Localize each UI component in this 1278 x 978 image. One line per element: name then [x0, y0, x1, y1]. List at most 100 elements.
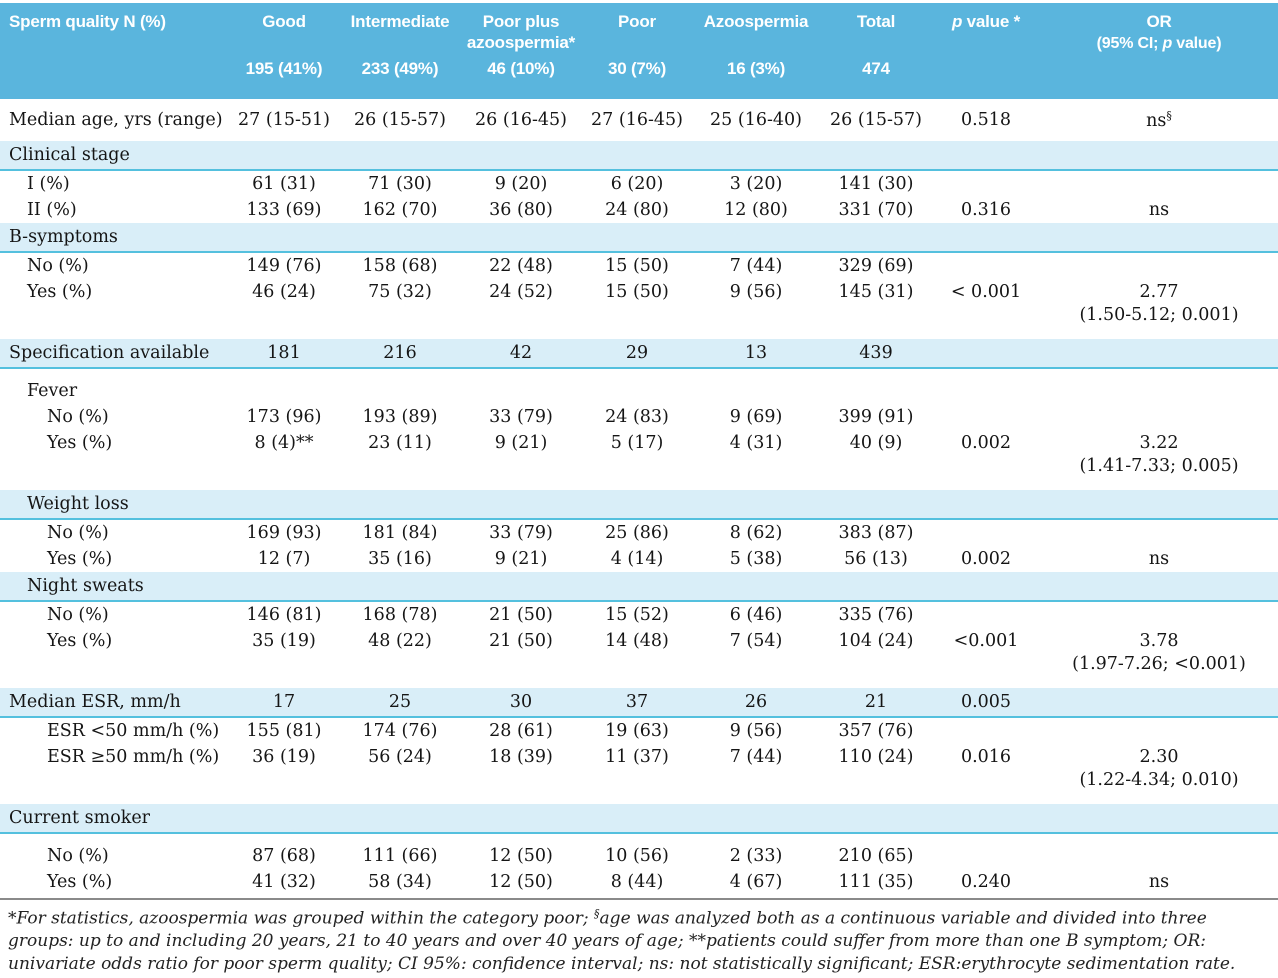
or-cell: [1040, 170, 1278, 197]
column-header-label: Sperm quality N (%): [0, 3, 228, 59]
value-cell: [582, 804, 692, 834]
column-count: [1040, 59, 1278, 99]
or-cell: ns§: [1146, 108, 1172, 131]
value-cell: 26 (16-45): [475, 109, 567, 130]
p-value-cell: [932, 141, 1040, 171]
value-cell: 35 (19): [252, 630, 316, 651]
value-cell: 8 (62): [729, 522, 783, 543]
value-cell: 26 (15-57): [830, 109, 922, 130]
column-count: [932, 59, 1040, 99]
or-cell: [1040, 688, 1278, 718]
value-cell: 155 (81): [246, 720, 322, 741]
value-cell: 24 (83): [605, 406, 669, 427]
value-cell: [692, 804, 820, 834]
value-cell: 41 (32): [252, 871, 316, 892]
value-cell: [692, 141, 820, 171]
p-value-cell: [932, 717, 1040, 744]
data-row: Yes (%) 8 (4)** 23 (11) 9 (21) 5 (17) 4 (31) 4…: [0, 430, 1278, 456]
row-label-cell: Fever: [27, 380, 78, 401]
value-cell: [340, 223, 460, 253]
table-body: Median age, yrs (range) 27 (15-51) 26 (15-…: [0, 99, 1278, 895]
value-cell: [460, 572, 582, 602]
value-cell: [340, 804, 460, 834]
value-cell: [582, 378, 692, 404]
value-cell: 9 (20): [494, 173, 548, 194]
value-cell: 7 (54): [729, 630, 783, 651]
value-cell: [460, 654, 582, 679]
data-row: Yes (%) 41 (32) 58 (34) 12 (50) 8 (44) 4 (67)…: [0, 869, 1278, 895]
value-cell: 61 (31): [252, 173, 316, 194]
value-cell: 24 (80): [605, 199, 669, 220]
or-cell: 2.30: [1139, 746, 1179, 767]
p-value-cell: 0.002: [960, 432, 1012, 453]
spacer-row: [0, 679, 1278, 688]
value-cell: [820, 141, 932, 171]
value-cell: 23 (11): [368, 432, 432, 453]
spacer-row: [0, 481, 1278, 490]
column-count: 16 (3%): [692, 59, 820, 99]
or-cell: [1040, 572, 1278, 602]
spacer-cell: [0, 679, 1278, 688]
value-cell: [460, 141, 582, 171]
p-value-cell: 0.005: [932, 688, 1040, 718]
or-continuation-row: (1.22-4.34; 0.010): [0, 770, 1278, 795]
value-cell: 21 (50): [489, 630, 553, 651]
row-label-cell: Median age, yrs (range): [9, 109, 223, 130]
value-cell: [582, 141, 692, 171]
value-cell: 9 (21): [494, 548, 548, 569]
value-cell: [820, 305, 932, 330]
value-cell: 35 (16): [368, 548, 432, 569]
or-cell: [1040, 804, 1278, 834]
value-cell: [340, 141, 460, 171]
p-value-cell: <0.001: [953, 630, 1019, 651]
value-cell: 71 (30): [368, 173, 432, 194]
or-cell: [1040, 490, 1278, 520]
value-cell: 9 (69): [729, 406, 783, 427]
value-cell: 383 (87): [838, 522, 914, 543]
value-cell: 439: [820, 339, 932, 369]
value-cell: 56 (24): [368, 746, 432, 767]
value-cell: 173 (96): [246, 406, 322, 427]
p-value-cell: [932, 654, 1040, 679]
value-cell: 26 (15-57): [354, 109, 446, 130]
data-row: Yes (%) 46 (24) 75 (32) 24 (52) 15 (50) 9 (56…: [0, 279, 1278, 305]
value-cell: 149 (76): [246, 255, 322, 276]
row-label-cell: Specification available: [0, 339, 228, 369]
row-label-cell: No (%): [47, 522, 109, 543]
value-cell: 58 (34): [368, 871, 432, 892]
value-cell: 9 (56): [729, 281, 783, 302]
value-cell: 12 (50): [489, 871, 553, 892]
value-cell: 111 (66): [362, 845, 438, 866]
p-value-cell: [932, 519, 1040, 546]
or-cell: 2.77: [1139, 281, 1179, 302]
value-cell: [340, 770, 460, 795]
value-cell: 8 (4)**: [254, 432, 314, 453]
data-row: Yes (%) 12 (7) 35 (16) 9 (21) 4 (14) 5 (38) 56…: [0, 546, 1278, 572]
value-cell: 335 (76): [838, 604, 914, 625]
value-cell: [460, 490, 582, 520]
column-header: Poor: [582, 3, 692, 59]
p-value-cell: [932, 404, 1040, 430]
value-cell: 27 (16-45): [591, 109, 683, 130]
p-value-cell: 0.016: [960, 746, 1012, 767]
row-label-cell: No (%): [27, 255, 89, 276]
value-cell: 133 (69): [246, 199, 322, 220]
value-cell: [228, 654, 340, 679]
row-label-cell: Weight loss: [0, 490, 228, 520]
column-header: OR (95% CI; p value): [1040, 3, 1278, 59]
value-cell: 5 (38): [729, 548, 783, 569]
value-cell: 27 (15-51): [238, 109, 330, 130]
value-cell: 36 (19): [252, 746, 316, 767]
spacer-cell: [0, 368, 1278, 378]
row-label-cell: ESR <50 mm/h (%): [47, 720, 220, 741]
value-cell: [820, 770, 932, 795]
section-row: Median ESR, mm/h 17 25 30 37 26 21 0.005: [0, 688, 1278, 718]
value-cell: [692, 654, 820, 679]
p-value-cell: [932, 843, 1040, 869]
value-cell: [340, 378, 460, 404]
row-label-cell: No (%): [47, 406, 109, 427]
row-label-cell: B-symptoms: [0, 223, 228, 253]
value-cell: 15 (50): [605, 281, 669, 302]
value-cell: [820, 490, 932, 520]
